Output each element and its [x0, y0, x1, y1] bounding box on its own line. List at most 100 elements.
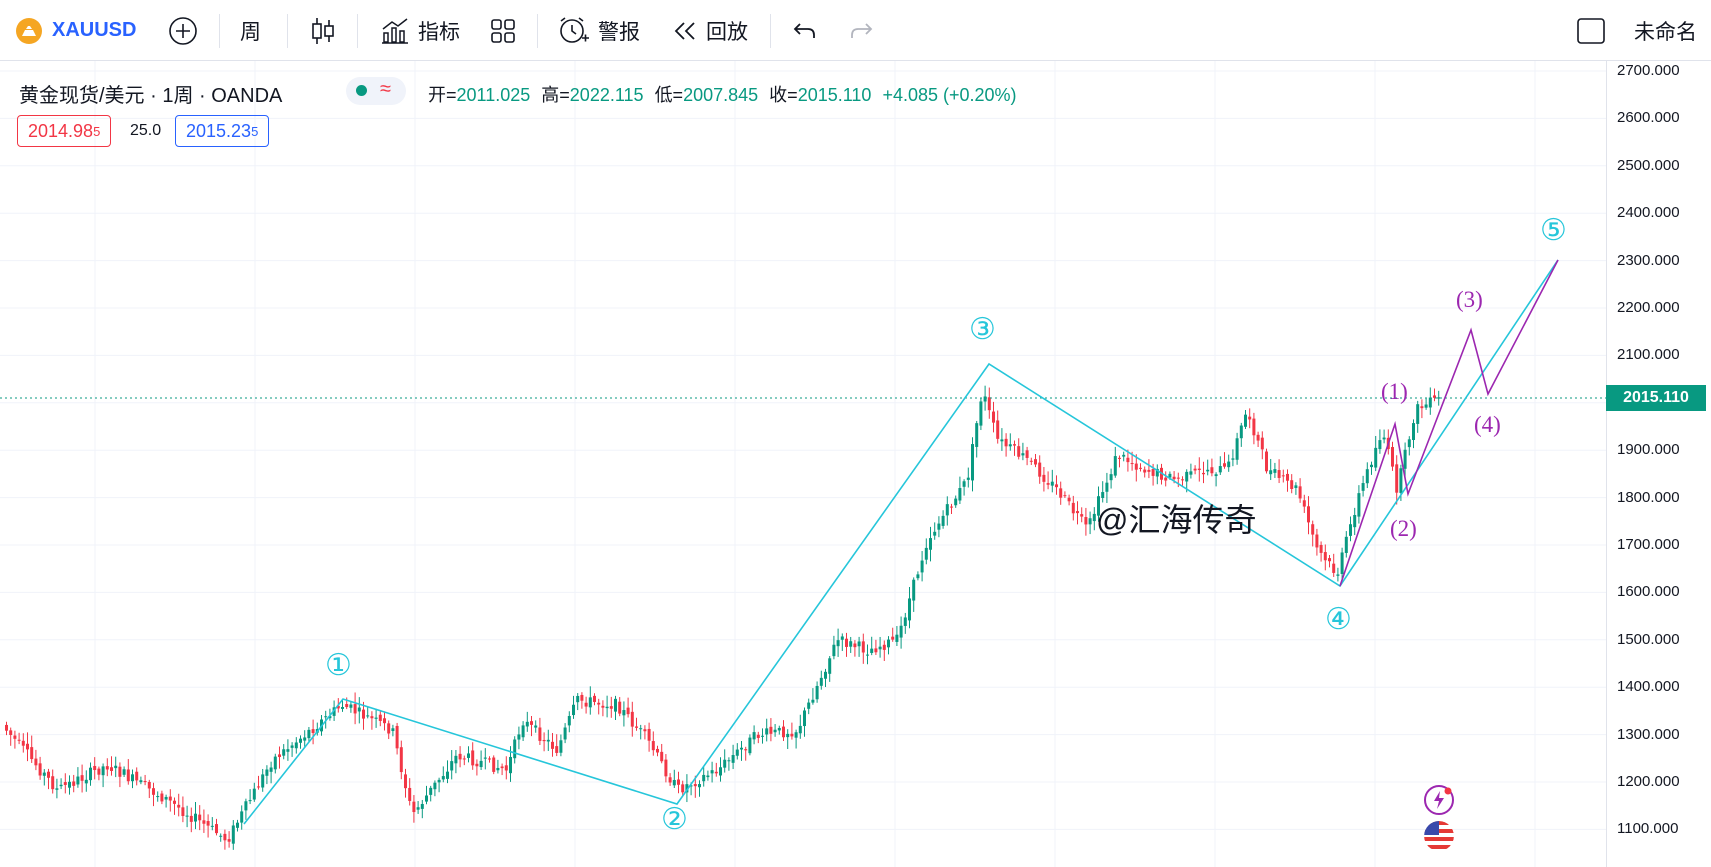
grid-layout-icon: [491, 18, 515, 43]
price-axis-label: 1900.000: [1617, 441, 1680, 459]
legend-title[interactable]: 黄金现货/美元 · 1周 · OANDA: [19, 85, 283, 107]
candle-body: [5, 724, 8, 731]
approx-icon: ≈: [380, 78, 391, 100]
candle-body: [1403, 449, 1407, 469]
symbol-search-button[interactable]: XAUUSD: [16, 0, 136, 61]
candle-body: [1307, 506, 1310, 523]
candle-body: [89, 767, 92, 781]
candle-body: [567, 716, 571, 726]
main-wave-line: [243, 259, 1559, 825]
sell-price-button[interactable]: 2014.98 5: [17, 115, 112, 147]
buy-price-main: 2015.23: [186, 120, 252, 141]
price-axis-label: 1800.000: [1617, 488, 1680, 506]
candle-body: [1286, 473, 1289, 481]
candle-body: [399, 747, 403, 773]
buy-price-button[interactable]: 2015.23 5: [175, 115, 270, 147]
legend-ohlc: 开=2011.025 高=2022.115 低=2007.845 收=2015.…: [428, 81, 1017, 107]
price-axis-label: 1400.000: [1617, 678, 1680, 696]
layouts-button[interactable]: [490, 0, 516, 61]
interval-button[interactable]: 周: [240, 0, 261, 61]
candle-body: [1013, 444, 1016, 446]
fullscreen-button[interactable]: [1576, 0, 1606, 61]
candle-body: [80, 775, 84, 781]
candle-body: [395, 725, 399, 749]
toolbar-divider: [287, 14, 288, 48]
candle-body: [1399, 468, 1403, 493]
chart-pane[interactable]: ① ② ③ ④ ⑤ (1) (2) (3) (4): [0, 61, 1711, 867]
candle-body: [941, 515, 945, 526]
redo-button[interactable]: [848, 0, 874, 61]
toolbar-divider: [357, 14, 358, 48]
candle-body: [341, 707, 344, 709]
candle-body: [916, 574, 920, 579]
candle-body: [1302, 500, 1306, 507]
candle-body: [1080, 514, 1084, 517]
candle-body: [1437, 397, 1441, 399]
candle-body: [559, 740, 563, 753]
candle-body: [630, 711, 634, 727]
price-axis-label: 1300.000: [1617, 725, 1680, 743]
candle-body: [1248, 416, 1252, 420]
candle-body: [1071, 502, 1075, 514]
change-value: +4.085 (+0.20%): [882, 85, 1017, 105]
candle-body: [429, 787, 433, 795]
candle-body: [370, 716, 374, 719]
candle-body: [1319, 544, 1323, 553]
candle-body: [681, 784, 685, 793]
layout-name-button[interactable]: 未命名: [1634, 0, 1697, 61]
candle-body: [1290, 480, 1294, 489]
candle-body: [1097, 496, 1100, 516]
indicators-button[interactable]: 指标: [380, 0, 460, 61]
candle-body: [857, 641, 861, 647]
candle-body: [639, 728, 643, 730]
flash-button[interactable]: [1424, 785, 1454, 815]
low-label: 低=: [654, 85, 684, 105]
candle-body: [1021, 453, 1025, 456]
candle-body: [1273, 469, 1277, 473]
alerts-button[interactable]: 警报: [558, 0, 640, 61]
candle-body: [1349, 524, 1352, 536]
legend-toggle[interactable]: ≈: [346, 77, 406, 105]
candle-body: [194, 813, 197, 822]
candle-body: [114, 765, 118, 769]
candle-body: [147, 781, 151, 789]
candle-body: [530, 721, 533, 725]
add-symbol-button[interactable]: [168, 0, 198, 61]
candle-body: [404, 774, 407, 789]
candle-body: [1059, 488, 1063, 498]
candle-body: [723, 759, 727, 768]
candle-body: [689, 785, 693, 787]
candle-body: [509, 756, 512, 774]
candle-body: [962, 481, 966, 487]
candle-body: [1231, 458, 1235, 460]
us-flag-button[interactable]: [1424, 821, 1454, 851]
candle-body: [446, 771, 449, 779]
candle-body: [198, 814, 202, 821]
candle-body: [156, 796, 160, 798]
candle-body: [1227, 461, 1231, 468]
toolbar-divider: [219, 14, 220, 48]
candle-body: [1374, 447, 1378, 468]
top-toolbar: XAUUSD 周 指标 警报 回放 未命名: [0, 0, 1711, 61]
price-axis-label: 2300.000: [1617, 251, 1680, 269]
undo-button[interactable]: [792, 0, 818, 61]
candle-body: [698, 784, 701, 788]
candle-body: [878, 646, 882, 650]
replay-button[interactable]: 回放: [672, 0, 748, 61]
candle-body: [887, 639, 890, 648]
chart-type-button[interactable]: [310, 0, 336, 61]
candle-body: [660, 751, 664, 762]
candle-body: [626, 707, 630, 715]
candle-body: [1214, 474, 1218, 477]
high-value: 2022.115: [569, 85, 644, 105]
price-axis[interactable]: 2700.000 2600.000 2500.000 2400.000 2300.000…: [1606, 61, 1711, 867]
candle-body: [328, 716, 332, 719]
candle-body: [357, 707, 361, 712]
candle-body: [1025, 450, 1029, 458]
candle-body: [1407, 439, 1411, 448]
price-chart[interactable]: [0, 61, 1711, 867]
candle-body: [643, 729, 647, 732]
candle-body: [17, 739, 21, 741]
candle-body: [391, 728, 395, 732]
candle-body: [488, 758, 491, 760]
